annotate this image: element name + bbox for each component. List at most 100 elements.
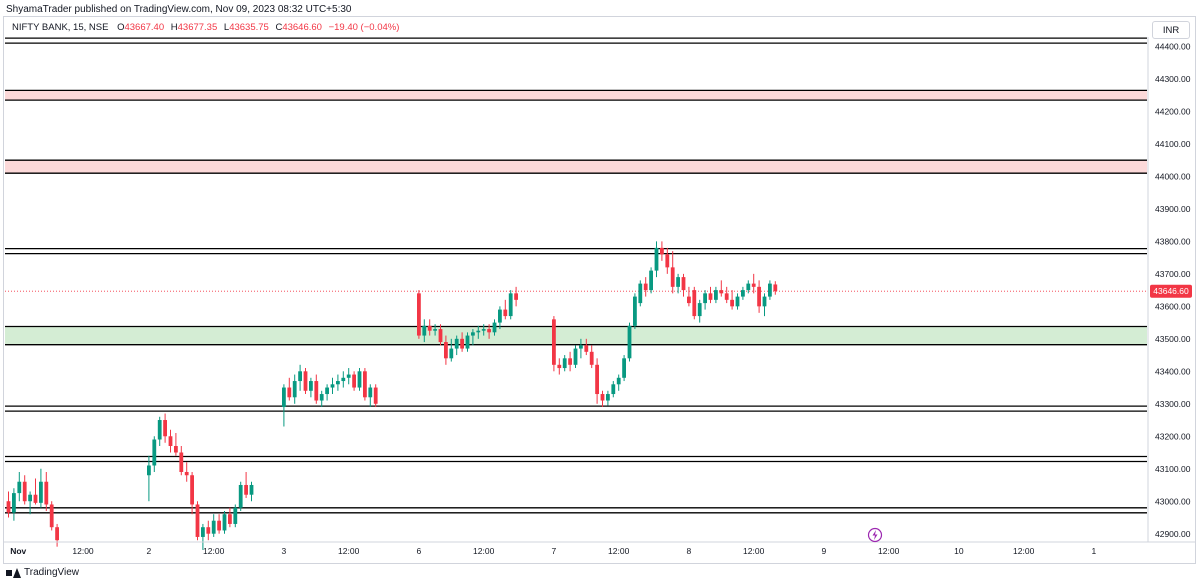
candle-body <box>643 283 648 291</box>
candle-body <box>762 296 767 307</box>
price-tick-label: 43300.00 <box>1155 399 1191 409</box>
candle-body <box>152 439 157 466</box>
candle-body <box>346 374 351 378</box>
candle <box>325 384 329 401</box>
candle-body <box>552 319 556 365</box>
candle-body <box>39 481 43 503</box>
candle-body <box>179 452 184 472</box>
candle <box>670 251 675 294</box>
candle <box>211 514 216 537</box>
candle <box>606 390 610 406</box>
candle <box>595 358 599 404</box>
candle <box>600 390 605 408</box>
candle-body <box>503 309 508 317</box>
supply-zone <box>5 90 1147 101</box>
candle <box>773 281 778 295</box>
candle-body <box>417 293 421 336</box>
candle <box>460 332 464 352</box>
candle-body <box>654 247 659 271</box>
candle-body <box>217 520 221 531</box>
candle-body <box>17 481 22 494</box>
price-tick-label: 44100.00 <box>1155 139 1191 149</box>
candle <box>298 364 302 391</box>
candle-body <box>724 293 729 300</box>
candle-body <box>616 377 621 385</box>
candle <box>481 324 486 336</box>
time-tick-label: 7 <box>552 546 557 556</box>
candle <box>557 358 562 375</box>
candle-body <box>206 527 211 534</box>
price-tick-label: 43700.00 <box>1155 269 1191 279</box>
candle <box>417 290 421 339</box>
close-value: 43646.60 <box>282 22 322 33</box>
candle <box>368 384 373 408</box>
candle-body <box>557 364 562 369</box>
candle <box>422 319 427 343</box>
candle-body <box>319 394 324 401</box>
candle-body <box>687 296 691 304</box>
candle-body <box>157 420 162 440</box>
high-label: H <box>170 22 178 33</box>
price-axis: 44400.00 44300.00 44200.00 44100.00 44000.00… <box>1155 42 1191 539</box>
candle <box>692 286 697 320</box>
candle <box>336 374 340 391</box>
candle-body <box>741 290 745 297</box>
symbol-name: NIFTY BANK, 15, NSE <box>12 22 109 33</box>
candle <box>346 368 351 385</box>
candle-body <box>708 293 713 300</box>
time-axis: Nov 12:00 2 12:00 3 12:00 6 12:00 7 12:00 8 12:00 9 1… <box>10 546 1096 556</box>
candle-body <box>44 481 49 505</box>
candle <box>228 507 232 528</box>
candle-body <box>33 494 38 503</box>
candle-body <box>492 322 497 333</box>
candle <box>287 377 292 401</box>
candle-body <box>287 387 292 398</box>
chart-frame <box>3 16 1196 564</box>
candle-body <box>168 436 173 447</box>
candle-body <box>422 325 427 336</box>
candle-body <box>600 394 605 401</box>
candle-body <box>471 332 475 336</box>
candle-body <box>341 377 346 382</box>
zones-layer <box>5 89 1147 346</box>
currency-button[interactable]: INR <box>1152 21 1190 39</box>
candle <box>584 338 589 356</box>
candle-body <box>444 342 448 359</box>
candle <box>341 371 346 388</box>
open-label: O <box>117 22 125 33</box>
candle <box>611 381 616 398</box>
candle <box>357 368 362 391</box>
candle <box>562 355 567 372</box>
candle <box>168 429 173 453</box>
candle-body <box>330 384 335 388</box>
candle <box>179 446 184 476</box>
candle-body <box>427 325 432 331</box>
candle-body <box>508 293 513 317</box>
candle-body <box>622 358 626 378</box>
candle <box>665 247 670 274</box>
candle <box>643 277 648 297</box>
symbol-legend[interactable]: NIFTY BANK, 15, NSE O43667.40 H43677.35 … <box>12 22 399 33</box>
candle <box>163 413 167 443</box>
candle <box>55 523 59 547</box>
candle-body <box>606 394 610 401</box>
candle <box>649 267 653 294</box>
candle-body <box>184 471 189 476</box>
time-tick-label: 12:00 <box>608 546 630 556</box>
candle-body <box>336 381 340 385</box>
candle <box>303 368 308 395</box>
candle <box>633 293 637 330</box>
candle-body <box>676 277 680 287</box>
candle-body <box>692 290 697 317</box>
time-tick-label: 2 <box>147 546 152 556</box>
price-tick-label: 44400.00 <box>1155 42 1191 52</box>
time-tick-label: 12:00 <box>203 546 225 556</box>
levels-layer <box>5 37 1147 514</box>
lightning-icon[interactable] <box>867 527 883 543</box>
time-tick-label: 12:00 <box>338 546 360 556</box>
time-tick-label: 8 <box>687 546 692 556</box>
footer: TradingView <box>6 567 79 578</box>
candle-body <box>233 507 238 524</box>
demand-zone <box>5 326 1147 345</box>
